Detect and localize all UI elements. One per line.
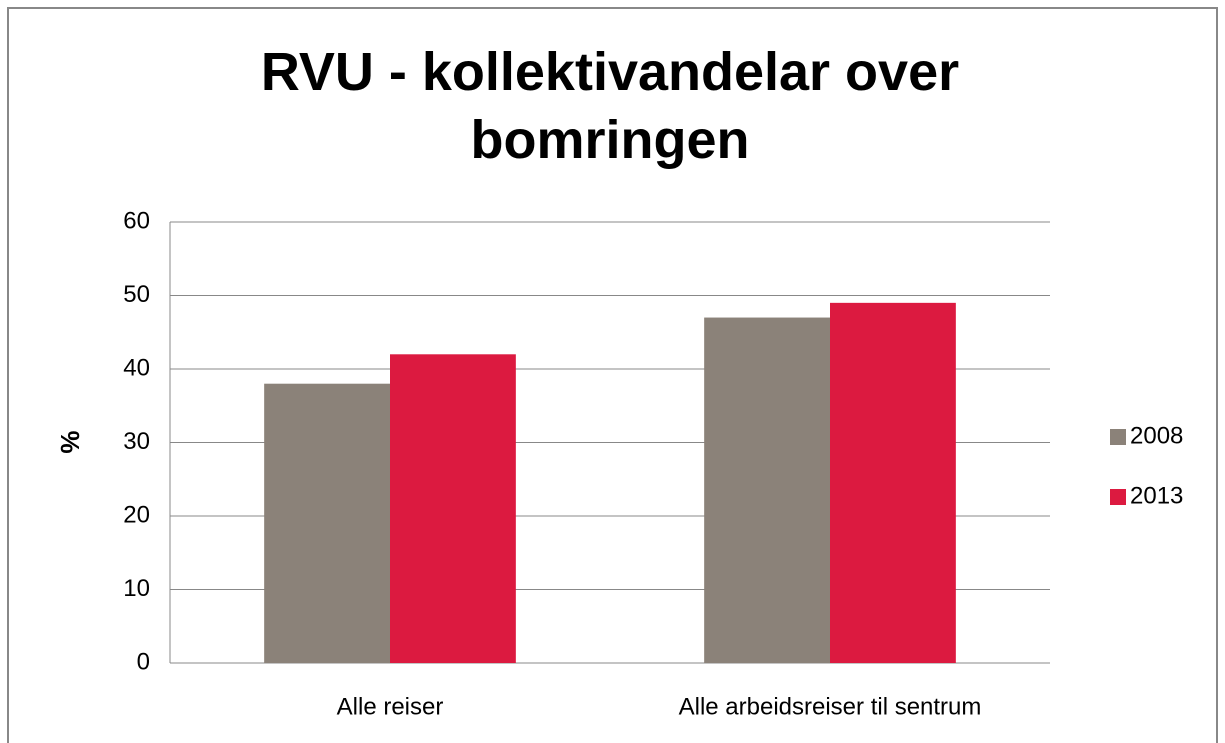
- bar: [830, 302, 956, 663]
- chart-title: RVU - kollektivandelar over bomringen: [260, 42, 960, 170]
- y-tick-label: 30: [123, 428, 150, 455]
- bar: [704, 317, 830, 663]
- y-tick-label: 60: [123, 207, 150, 234]
- y-tick-label: 50: [123, 281, 150, 308]
- bar: [390, 354, 516, 663]
- y-tick-label: 20: [123, 501, 150, 528]
- legend-label: 2013: [1130, 482, 1183, 509]
- frame-border: [7, 7, 1218, 743]
- legend-swatch: [1110, 429, 1126, 445]
- x-tick-label: Alle arbeidsreiser til sentrum: [679, 693, 982, 720]
- y-tick-label: 0: [137, 648, 150, 675]
- bar: [264, 383, 390, 663]
- y-tick-label: 40: [123, 354, 150, 381]
- legend-label: 2008: [1130, 422, 1183, 449]
- x-tick-label: Alle reiser: [337, 693, 444, 720]
- y-axis-label: %: [55, 430, 85, 453]
- legend-swatch: [1110, 489, 1126, 505]
- y-tick-label: 10: [123, 575, 150, 602]
